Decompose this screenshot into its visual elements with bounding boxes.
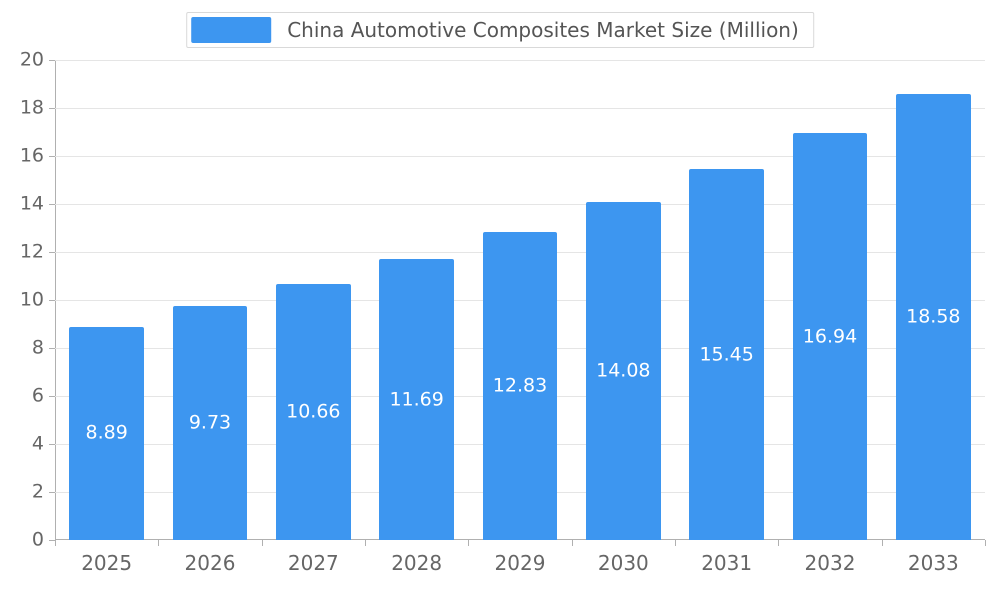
- x-axis-tick: [158, 540, 160, 546]
- y-axis-tick: [49, 540, 55, 541]
- x-axis-tick: [55, 540, 56, 546]
- bar-2033[interactable]: 18.58: [896, 94, 971, 540]
- x-axis-tick-label: 2033: [907, 551, 959, 575]
- bar-2026[interactable]: 9.73: [172, 306, 248, 540]
- x-axis-tick-label: 2026: [184, 551, 236, 575]
- legend-label: China Automotive Composites Market Size …: [287, 18, 799, 42]
- bar-2028[interactable]: 11.69: [379, 259, 454, 540]
- bar-2032[interactable]: 16.94: [792, 133, 868, 540]
- x-axis-tick: [365, 540, 366, 546]
- x-axis-tick: [468, 540, 470, 546]
- y-axis-tick-label: 8: [31, 336, 44, 359]
- x-axis-tick-label: 2031: [701, 551, 753, 575]
- x-axis-tick: [985, 540, 986, 546]
- y-axis-tick-label: 4: [31, 432, 44, 455]
- y-axis-tick-label: 10: [19, 288, 44, 311]
- bar-value-label: 11.69: [389, 388, 444, 411]
- bar-2031[interactable]: 15.45: [689, 169, 764, 540]
- gridline: [55, 108, 985, 109]
- x-axis-tick-label: 2032: [804, 551, 856, 575]
- gridline: [55, 156, 985, 157]
- gridline: [55, 60, 985, 61]
- y-axis-tick: [49, 444, 55, 445]
- bar-value-label: 18.58: [906, 305, 961, 328]
- y-axis-tick-label: 20: [19, 48, 44, 71]
- y-axis-tick-label: 12: [19, 240, 44, 263]
- bar-2027[interactable]: 10.66: [276, 284, 351, 540]
- x-axis-tick-label: 2029: [494, 551, 546, 575]
- bar-2025[interactable]: 8.89: [69, 326, 144, 540]
- y-axis-tick: [49, 300, 55, 301]
- x-axis-tick-label: 2028: [391, 551, 443, 575]
- y-axis-tick: [49, 156, 55, 157]
- bar-value-label: 8.89: [85, 421, 128, 444]
- y-axis-tick: [49, 396, 55, 397]
- y-axis-tick-label: 16: [19, 144, 44, 167]
- y-axis-tick-label: 6: [31, 384, 44, 407]
- y-axis-tick: [49, 204, 55, 205]
- plot-area: 0 2 4 6 8 10 12 14 16 18 20 8.89 2025 9.73 2026 10.66 20…: [20, 50, 986, 573]
- x-axis-tick-label: 2025: [81, 551, 133, 575]
- bar-value-label: 14.08: [596, 359, 651, 382]
- bar-2030[interactable]: 14.08: [586, 202, 661, 540]
- y-axis-tick: [49, 60, 55, 61]
- bar-value-label: 15.45: [699, 343, 754, 366]
- x-axis-tick: [261, 540, 263, 546]
- y-axis-tick: [49, 252, 55, 253]
- gridline: [55, 204, 985, 205]
- y-axis-tick-label: 0: [31, 528, 44, 551]
- y-axis-tick: [49, 492, 55, 493]
- x-axis-tick: [675, 540, 676, 546]
- y-axis-tick: [49, 108, 55, 109]
- y-axis-tick-label: 14: [19, 192, 44, 215]
- bar-2029[interactable]: 12.83: [482, 232, 558, 540]
- x-axis-tick: [571, 540, 573, 546]
- bar-value-label: 10.66: [286, 400, 341, 423]
- x-axis-tick: [881, 540, 883, 546]
- y-axis-tick-label: 2: [31, 480, 44, 503]
- bar-value-label: 9.73: [188, 411, 232, 434]
- y-axis-tick: [49, 348, 55, 349]
- bar-value-label: 12.83: [492, 374, 548, 397]
- bar-value-label: 16.94: [802, 325, 858, 348]
- x-axis-tick-label: 2030: [597, 551, 649, 575]
- legend-swatch-icon: [191, 17, 272, 43]
- y-axis-tick-label: 18: [19, 96, 44, 119]
- x-axis-tick-label: 2027: [287, 551, 339, 575]
- legend[interactable]: China Automotive Composites Market Size …: [186, 12, 814, 48]
- x-axis-tick: [778, 540, 780, 546]
